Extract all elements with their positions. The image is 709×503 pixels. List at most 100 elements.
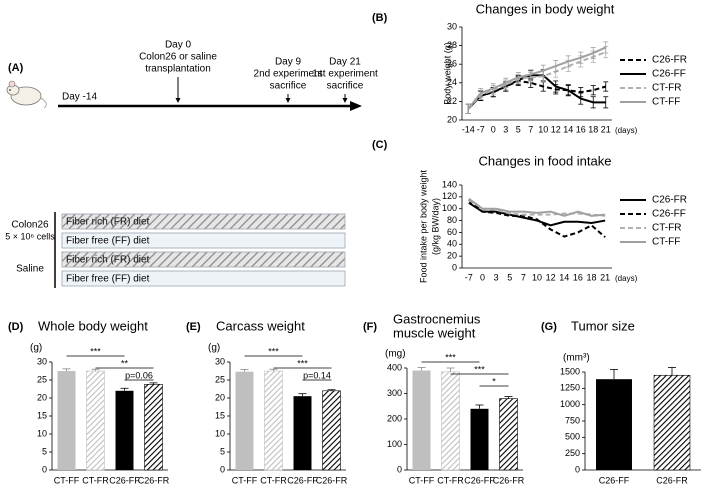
panel-label: (B) — [372, 12, 388, 24]
panel-label: (F) — [363, 321, 377, 333]
panel-label: (D) — [8, 321, 24, 333]
x-tick-label: 14 — [563, 124, 573, 134]
x-tick-label: 3 — [494, 272, 499, 282]
bar — [596, 379, 632, 470]
bar — [412, 370, 431, 470]
event-day: Day 0 — [165, 40, 192, 51]
y-tick-label: 20 — [447, 114, 457, 124]
panel-label: (C) — [372, 139, 388, 151]
y-tick-label: 120 — [442, 191, 457, 201]
y-tick-label: 300 — [387, 388, 402, 398]
significance-label: ** — [121, 358, 129, 368]
x-tick-label: 10 — [532, 272, 542, 282]
error-bar — [446, 367, 455, 372]
event-day: Day -14 — [62, 92, 97, 103]
significance-label: p=0.14 — [303, 370, 331, 380]
error-bar — [475, 404, 484, 409]
x-tick-label: 14 — [559, 272, 569, 282]
y-tick-label: 20 — [37, 392, 47, 402]
diet-box — [61, 232, 346, 249]
x-tick-label: C26-FR — [138, 475, 170, 485]
x-tick-label: 7 — [528, 124, 533, 134]
y-axis-label: Body weight (g) — [442, 42, 452, 105]
y-tick-label: 750 — [565, 415, 580, 425]
bar — [293, 396, 312, 470]
error-bar — [240, 369, 249, 372]
x-tick-label: -14 — [462, 124, 475, 134]
x-axis-label: (days) — [615, 274, 638, 283]
chart-title: Changes in food intake — [479, 153, 612, 168]
y-axis-label: (g) — [208, 343, 220, 354]
chart-title: Changes in body weight — [476, 1, 615, 16]
y-tick-label: 200 — [387, 413, 402, 423]
legend-label: CT-FR — [652, 223, 681, 234]
bar — [235, 371, 254, 470]
x-tick-label: CT-FF — [54, 475, 80, 485]
group-name: 5 × 10⁶ cells — [5, 231, 55, 241]
bar — [264, 370, 283, 471]
x-tick-label: CT-FR — [82, 475, 109, 485]
y-axis-label: (g/kg BW/day) — [430, 198, 440, 255]
y-tick-label: 0 — [42, 464, 47, 474]
bar — [441, 371, 460, 471]
y-tick-label: 0 — [220, 464, 225, 474]
x-tick-label: -7 — [465, 272, 473, 282]
error-bar — [149, 382, 158, 385]
y-axis-label: (mm³) — [563, 353, 590, 364]
legend-label: CT-FF — [652, 97, 680, 108]
y-tick-label: 15 — [215, 410, 225, 420]
bar — [144, 384, 163, 471]
y-tick-label: 100 — [387, 439, 402, 449]
error-bar — [120, 387, 129, 391]
legend-label: C26-FR — [652, 55, 687, 66]
error-bar — [327, 389, 336, 391]
x-tick-label: 0 — [491, 124, 496, 134]
y-tick-label: 400 — [387, 362, 402, 372]
legend-label: CT-FR — [652, 83, 681, 94]
series-line — [467, 46, 607, 110]
chart-title: Whole body weight — [38, 318, 148, 333]
x-tick-label: 12 — [546, 272, 556, 282]
x-tick-label: C26-FF — [464, 475, 495, 485]
x-tick-label: CT-FR — [260, 475, 287, 485]
y-tick-label: 30 — [215, 356, 225, 366]
significance-label: *** — [297, 358, 308, 368]
x-tick-label: C26-FR — [656, 475, 688, 485]
event-note: Colon26 or saline — [139, 52, 217, 63]
y-tick-label: 1000 — [560, 399, 580, 409]
y-tick-label: 24 — [447, 77, 457, 87]
y-tick-label: 140 — [442, 179, 457, 189]
event-arrowhead — [342, 98, 348, 103]
y-tick-label: 10 — [215, 428, 225, 438]
chart-title: Tumor size — [571, 318, 635, 333]
x-tick-label: 5 — [516, 124, 521, 134]
x-tick-label: CT-FF — [232, 475, 258, 485]
x-tick-label: C26-FF — [599, 475, 630, 485]
legend-label: CT-FF — [652, 237, 680, 248]
y-tick-label: 60 — [447, 227, 457, 237]
chart-title: Carcass weight — [216, 318, 305, 333]
x-tick-label: 0 — [480, 272, 485, 282]
x-tick-label: C26-FR — [493, 475, 525, 485]
x-tick-label: -7 — [477, 124, 485, 134]
y-tick-label: 0 — [397, 464, 402, 474]
y-tick-label: 20 — [447, 251, 457, 261]
y-tick-label: 25 — [37, 374, 47, 384]
mouse-icon — [6, 80, 47, 109]
diet-label: Fiber free (FF) diet — [66, 236, 150, 247]
group-name: Colon26 — [11, 220, 49, 231]
bar — [653, 374, 691, 471]
y-tick-label: 5 — [42, 446, 47, 456]
group-name: Saline — [16, 264, 44, 275]
x-tick-label: 5 — [507, 272, 512, 282]
x-tick-label: CT-FR — [437, 475, 464, 485]
y-tick-label: 15 — [37, 410, 47, 420]
bar — [322, 390, 341, 471]
y-tick-label: 250 — [565, 448, 580, 458]
panel-label: (E) — [186, 321, 201, 333]
x-tick-label: 7 — [521, 272, 526, 282]
x-axis-label: (days) — [615, 126, 638, 135]
error-bar — [590, 85, 596, 96]
x-tick-label: C26-FF — [109, 475, 140, 485]
